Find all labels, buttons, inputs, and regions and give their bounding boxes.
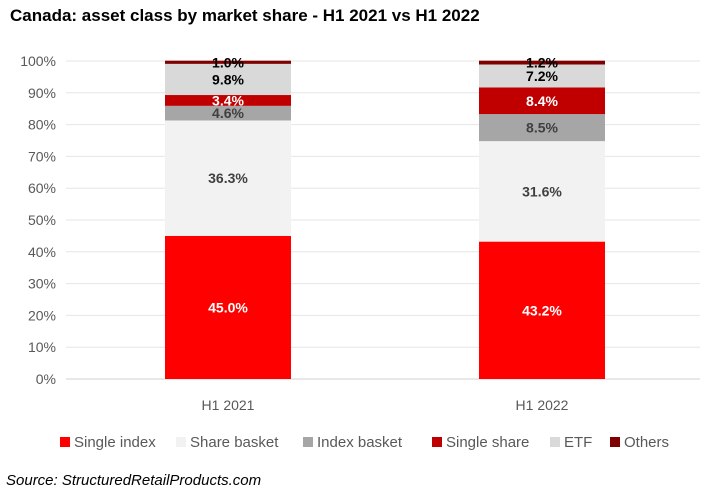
legend-swatch-share-basket [176,437,186,447]
source-note: Source: StructuredRetailProducts.com [6,472,262,489]
legend-swatch-single-index [60,437,70,447]
chart-title: Canada: asset class by market share - H1… [10,6,480,25]
data-label-others: 1.0% [212,54,244,70]
y-tick-label: 70% [28,148,56,164]
y-tick-label: 0% [36,371,56,387]
bar-segment-others [479,60,605,65]
data-label-etf: 9.8% [212,71,244,87]
bar-segment-index-basket [479,114,605,142]
bars [165,60,605,379]
y-tick-label: 60% [28,180,56,196]
legend-swatch-etf [550,437,560,447]
bar-segment-etf [165,63,291,96]
data-label-others: 1.2% [526,55,558,71]
bar-segment-single-share [479,87,605,115]
legend-swatch-others [610,437,620,447]
data-labels: 45.0% 36.3% 4.6%3.4% 9.8%1.0% 43.2% 31.6% 8.5%… [208,54,562,318]
bar-segment-single-index [165,235,291,379]
data-label-etf: 7.2% [526,68,558,84]
legend-label-single-share: Single share [446,434,529,451]
legend-label-single-index: Single index [74,434,156,451]
data-label-index-basket: 8.5% [526,120,558,136]
y-tick-label: 20% [28,307,56,323]
data-label-single-share: 3.4% [212,92,244,108]
y-tick-label: 40% [28,244,56,260]
y-tick-label: 90% [28,85,56,101]
legend-swatch-single-share [432,437,442,447]
x-category-label: H1 2022 [516,397,569,413]
data-label-index-basket: 4.6% [212,105,244,121]
bar-segment-index-basket [165,105,291,121]
legend-swatch-index-basket [303,437,313,447]
data-label-single-index: 45.0% [208,299,248,315]
bar-segment-share-basket [479,141,605,242]
y-tick-label: 50% [28,212,56,228]
bar-segment-etf [479,64,605,88]
y-tick-label: 100% [20,53,56,69]
data-label-single-index: 43.2% [522,302,562,318]
y-axis-ticks: 0% 10% 20% 30% 40% 50% 60% 70% 80% 90% 100% [20,53,56,387]
bar-segment-single-share [165,95,291,106]
y-tick-label: 30% [28,276,56,292]
legend-label-index-basket: Index basket [317,434,403,451]
data-label-share-basket: 36.3% [208,170,248,186]
x-axis-categories: H1 2021 H1 2022 [202,397,569,413]
data-label-single-share: 8.4% [526,93,558,109]
bar-segment-others [165,60,291,64]
bar-segment-share-basket [165,120,291,236]
bar-segment-single-index [479,241,605,379]
x-category-label: H1 2021 [202,397,255,413]
legend: Single index Share basket Index basket Sing… [60,434,669,451]
data-label-share-basket: 31.6% [522,183,562,199]
legend-label-share-basket: Share basket [190,434,279,451]
legend-label-etf: ETF [564,434,592,451]
y-tick-label: 10% [28,339,56,355]
legend-label-others: Others [624,434,669,451]
y-tick-label: 80% [28,117,56,133]
